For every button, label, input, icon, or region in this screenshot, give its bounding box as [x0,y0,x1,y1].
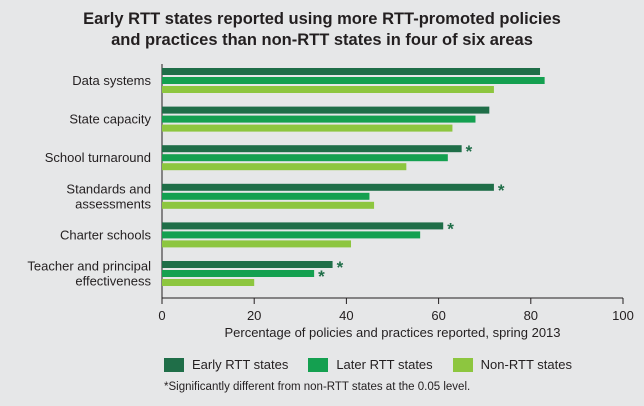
category-label: Teacher and principal [27,259,151,274]
legend-swatch-later [308,357,329,372]
significance-marker: * [318,267,325,286]
x-tick-label-20: 20 [247,308,261,323]
category-label: assessments [75,196,151,211]
legend-label-later: Later RTT states [336,357,433,372]
bar [162,240,352,248]
chart-title-line-1: Early RTT states reported using more RTT… [83,10,561,28]
significance-marker: * [498,181,505,200]
bar [162,106,490,114]
footnote: *Significantly different from non-RTT st… [164,381,471,393]
category-label: Data systems [72,73,151,88]
x-tick-label-40: 40 [339,308,353,323]
bar [162,261,333,268]
legend-item-non: Non-RTT states [452,357,572,372]
bar [162,163,407,171]
legend-swatch-early [164,357,184,372]
bar [162,201,375,209]
significance-marker: * [337,258,344,277]
x-tick-label-80: 80 [524,308,538,323]
category-label: State capacity [69,112,151,127]
x-tick-label-0: 0 [158,308,165,323]
x-tick-label-60: 60 [431,308,445,323]
bar [162,145,462,153]
category-label: effectiveness [75,274,151,289]
legend: Early RTT states Later RTT states Non-RT… [164,357,572,372]
bar [162,124,453,132]
category-label: School turnaround [45,150,151,165]
legend-label-non: Non-RTT states [480,357,572,372]
category-label: Charter schools [60,227,152,242]
bar [162,192,370,200]
x-tick-label-100: 100 [612,308,634,323]
bar [162,279,255,286]
legend-swatch-non [452,357,473,372]
bar [162,270,315,277]
significance-marker: * [447,219,454,238]
legend-item-later: Later RTT states [308,357,433,372]
chart-title: Early RTT states reported using more RTT… [0,9,644,51]
bar [162,154,448,162]
bar [162,77,545,84]
legend-item-early: Early RTT states [164,357,288,372]
legend-label-early: Early RTT states [192,357,289,372]
bar [162,115,476,123]
significance-marker: * [466,142,473,161]
bar [162,183,494,191]
bar [162,222,444,230]
chart-title-line-2: and practices than non-RTT states in fou… [111,31,533,49]
x-axis-title: Percentage of policies and practices rep… [224,325,560,340]
bar [162,231,421,239]
bar [162,68,541,75]
bar [162,86,494,93]
category-label: Standards and [66,181,151,196]
